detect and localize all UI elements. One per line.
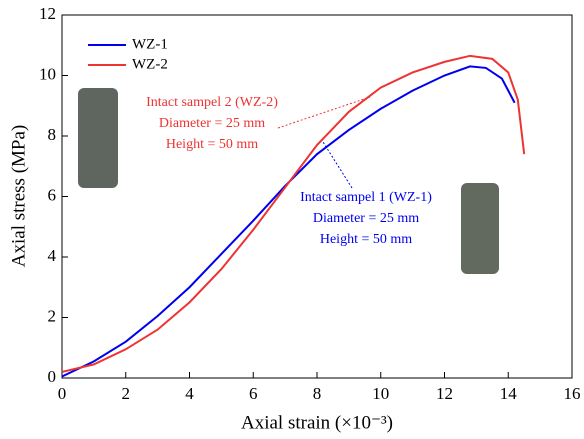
data-line	[61, 54, 526, 373]
annotation: Intact sampel 2 (WZ-2)	[146, 95, 278, 110]
y-tick-label: 0	[48, 367, 57, 386]
annotation: Diameter = 25 mm	[159, 116, 265, 131]
y-tick-label: 4	[48, 246, 57, 265]
y-tick-label: 10	[39, 64, 56, 83]
y-tick-label: 12	[39, 4, 56, 23]
y-tick-label: 8	[48, 125, 57, 144]
y-axis-label: Axial stress (MPa)	[8, 125, 29, 267]
sample-photo	[461, 183, 499, 274]
x-tick-label: 10	[372, 384, 389, 403]
x-tick-label: 16	[564, 384, 581, 403]
x-tick-label: 8	[313, 384, 322, 403]
annotation: Diameter = 25 mm	[313, 211, 419, 226]
x-tick-label: 6	[249, 384, 258, 403]
x-tick-label: 2	[122, 384, 131, 403]
y-tick-label: 2	[48, 306, 57, 325]
leader-line	[277, 96, 371, 129]
y-tick-label: 6	[48, 185, 57, 204]
legend-label: WZ-1	[132, 36, 168, 52]
x-axis-label: Axial strain (×10⁻³)	[241, 412, 393, 433]
x-tick-label: 12	[436, 384, 453, 403]
data-line	[61, 65, 516, 378]
legend-label: WZ-2	[132, 56, 168, 72]
annotation: Height = 50 mm	[166, 137, 258, 152]
annotation: Height = 50 mm	[320, 232, 412, 247]
sample-photo	[78, 88, 118, 188]
x-tick-label: 14	[500, 384, 518, 403]
x-tick-label: 0	[58, 384, 67, 403]
x-tick-label: 4	[185, 384, 194, 403]
leader-line	[322, 141, 353, 189]
annotation: Intact sampel 1 (WZ-1)	[300, 190, 432, 205]
